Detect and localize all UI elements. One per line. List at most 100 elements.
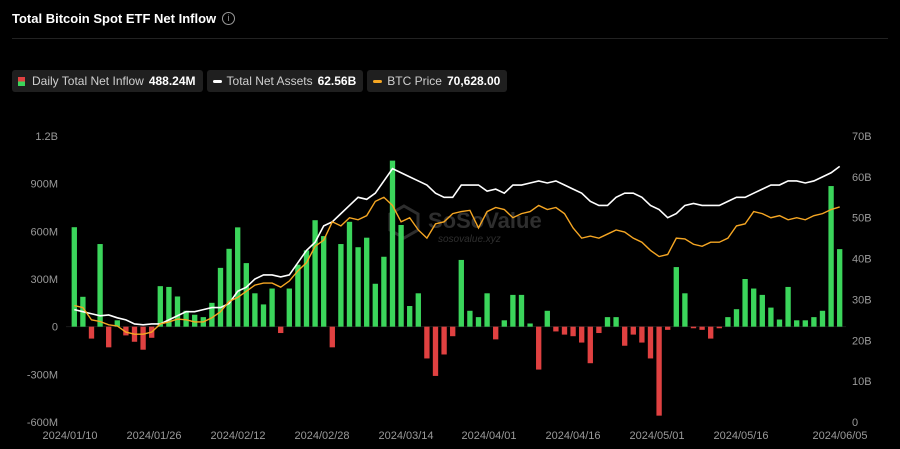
inflow-bar[interactable] xyxy=(725,317,731,327)
inflow-bar[interactable] xyxy=(338,244,344,327)
inflow-bar[interactable] xyxy=(295,264,301,327)
inflow-bar[interactable] xyxy=(768,307,774,327)
inflow-bar[interactable] xyxy=(751,288,757,327)
inflow-bar[interactable] xyxy=(226,248,232,327)
inflow-bar[interactable] xyxy=(450,326,456,337)
inflow-bar[interactable] xyxy=(759,294,765,327)
inflow-bar[interactable] xyxy=(312,220,318,327)
inflow-bar[interactable] xyxy=(71,227,77,327)
watermark-brand: SoSoValue xyxy=(428,208,542,233)
inflow-bar[interactable] xyxy=(733,309,740,327)
inflow-bar[interactable] xyxy=(665,326,671,330)
inflow-bar[interactable] xyxy=(475,317,482,327)
inflow-bar[interactable] xyxy=(510,294,516,327)
inflow-bar[interactable] xyxy=(579,326,585,343)
inflow-bar[interactable] xyxy=(372,283,378,327)
inflow-bar[interactable] xyxy=(415,293,421,327)
inflow-bar[interactable] xyxy=(699,326,705,330)
inflow-bar[interactable] xyxy=(321,236,327,327)
inflow-bar[interactable] xyxy=(106,326,112,348)
inflow-bar[interactable] xyxy=(819,310,826,327)
x-tick-label: 2024/04/01 xyxy=(461,430,516,442)
inflow-bar[interactable] xyxy=(630,326,636,335)
inflow-bar[interactable] xyxy=(570,326,576,337)
inflow-bar[interactable] xyxy=(114,320,120,327)
inflow-bar[interactable] xyxy=(639,326,645,343)
inflow-bar[interactable] xyxy=(673,267,679,327)
inflow-bar[interactable] xyxy=(364,237,370,327)
inflow-bar[interactable] xyxy=(389,160,396,327)
inflow-bar[interactable] xyxy=(174,296,181,327)
inflow-bar[interactable] xyxy=(407,306,413,327)
inflow-bar[interactable] xyxy=(441,326,447,355)
inflow-bar[interactable] xyxy=(209,302,215,327)
inflow-bar[interactable] xyxy=(192,314,198,327)
inflow-bar[interactable] xyxy=(424,326,430,359)
inflow-bar[interactable] xyxy=(269,288,275,327)
inflow-bar[interactable] xyxy=(553,326,559,332)
inflow-bar[interactable] xyxy=(243,263,249,327)
inflow-bar[interactable] xyxy=(561,326,568,335)
inflow-bar[interactable] xyxy=(837,249,843,327)
inflow-bar[interactable] xyxy=(828,186,834,327)
inflow-bar[interactable] xyxy=(381,256,387,327)
legend-item-daily-inflow[interactable]: Daily Total Net Inflow 488.24M xyxy=(12,70,203,92)
inflow-bar[interactable] xyxy=(346,221,353,327)
inflow-bar[interactable] xyxy=(785,286,791,327)
inflow-bar[interactable] xyxy=(501,320,507,327)
inflow-bar[interactable] xyxy=(493,326,499,340)
y-left-tick-label: -300M xyxy=(27,369,58,381)
inflow-bar[interactable] xyxy=(97,244,103,327)
inflow-bar[interactable] xyxy=(647,326,654,359)
inflow-bar[interactable] xyxy=(527,323,533,327)
inflow-bar[interactable] xyxy=(140,326,146,350)
inflow-bar[interactable] xyxy=(278,326,284,334)
chart-legend: Daily Total Net Inflow 488.24M Total Net… xyxy=(12,70,508,92)
inflow-bar[interactable] xyxy=(536,326,542,370)
inflow-bar[interactable] xyxy=(716,326,722,329)
inflow-bar[interactable] xyxy=(802,320,808,327)
inflow-bar[interactable] xyxy=(432,326,439,376)
inflow-bar[interactable] xyxy=(587,326,593,364)
inflow-bar[interactable] xyxy=(518,294,525,327)
inflow-bar[interactable] xyxy=(544,310,550,327)
legend-item-total-assets[interactable]: Total Net Assets 62.56B xyxy=(206,70,364,92)
inflow-bar[interactable] xyxy=(622,326,628,346)
inflow-bar[interactable] xyxy=(123,326,129,336)
y-left-tick-label: -600M xyxy=(27,417,58,429)
inflow-bar[interactable] xyxy=(235,227,241,327)
inflow-bar[interactable] xyxy=(183,310,189,327)
inflow-bar[interactable] xyxy=(458,259,464,327)
inflow-bar[interactable] xyxy=(613,317,619,327)
inflow-bar[interactable] xyxy=(604,317,611,327)
inflow-bar[interactable] xyxy=(260,304,267,327)
y-right-tick-label: 50B xyxy=(852,213,872,225)
inflow-bar[interactable] xyxy=(742,279,748,327)
inflow-bar[interactable] xyxy=(682,293,688,327)
inflow-bar[interactable] xyxy=(776,319,783,327)
y-right-tick-label: 70B xyxy=(852,131,872,143)
inflow-bar[interactable] xyxy=(794,320,800,327)
inflow-bar[interactable] xyxy=(166,286,172,327)
inflow-bar[interactable] xyxy=(811,317,817,327)
inflow-bar[interactable] xyxy=(484,293,490,327)
inflow-bar[interactable] xyxy=(157,286,163,327)
inflow-bar[interactable] xyxy=(286,288,292,327)
y-right-tick-label: 30B xyxy=(852,294,872,306)
inflow-bar[interactable] xyxy=(217,267,224,327)
legend-item-btc-price[interactable]: BTC Price 70,628.00 xyxy=(367,70,508,92)
info-circle-icon[interactable]: i xyxy=(222,12,235,25)
inflow-bar[interactable] xyxy=(690,326,697,329)
inflow-bar[interactable] xyxy=(252,293,258,327)
inflow-bar[interactable] xyxy=(303,250,310,327)
inflow-bar[interactable] xyxy=(398,224,404,327)
y-right-tick-label: 0 xyxy=(852,417,858,429)
inflow-bar[interactable] xyxy=(596,326,602,334)
inflow-bar[interactable] xyxy=(329,326,335,348)
inflow-bar[interactable] xyxy=(467,310,473,327)
inflow-bar[interactable] xyxy=(355,247,361,327)
inflow-bar[interactable] xyxy=(708,326,714,339)
inflow-bar[interactable] xyxy=(88,326,95,339)
inflow-bar[interactable] xyxy=(656,326,662,416)
